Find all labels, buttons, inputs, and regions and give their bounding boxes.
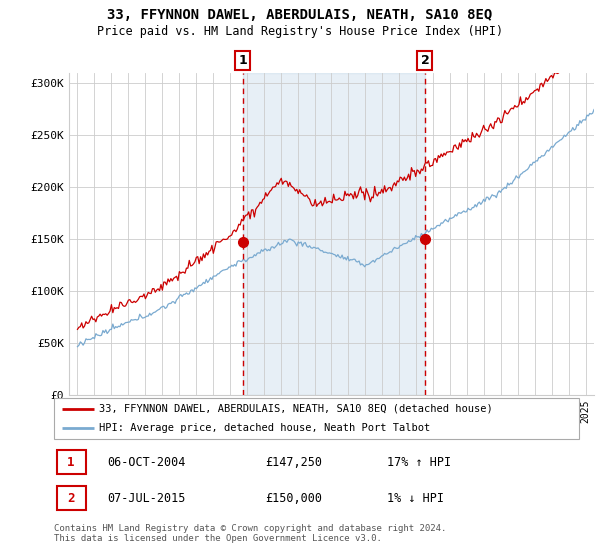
- Text: 33, FFYNNON DAWEL, ABERDULAIS, NEATH, SA10 8EQ: 33, FFYNNON DAWEL, ABERDULAIS, NEATH, SA…: [107, 8, 493, 22]
- FancyBboxPatch shape: [56, 450, 86, 474]
- Text: £147,250: £147,250: [265, 455, 322, 469]
- Text: £150,000: £150,000: [265, 492, 322, 505]
- Text: 07-JUL-2015: 07-JUL-2015: [107, 492, 185, 505]
- Text: 06-OCT-2004: 06-OCT-2004: [107, 455, 185, 469]
- FancyBboxPatch shape: [56, 486, 86, 511]
- FancyBboxPatch shape: [54, 399, 580, 439]
- Text: Contains HM Land Registry data © Crown copyright and database right 2024.
This d: Contains HM Land Registry data © Crown c…: [54, 524, 446, 543]
- Text: 1: 1: [239, 54, 247, 67]
- Text: 33, FFYNNON DAWEL, ABERDULAIS, NEATH, SA10 8EQ (detached house): 33, FFYNNON DAWEL, ABERDULAIS, NEATH, SA…: [99, 404, 493, 414]
- Text: HPI: Average price, detached house, Neath Port Talbot: HPI: Average price, detached house, Neat…: [99, 423, 430, 433]
- Bar: [243, 73, 425, 395]
- Text: 2: 2: [67, 492, 74, 505]
- Text: Price paid vs. HM Land Registry's House Price Index (HPI): Price paid vs. HM Land Registry's House …: [97, 25, 503, 38]
- Text: 2: 2: [421, 54, 430, 67]
- Text: 17% ↑ HPI: 17% ↑ HPI: [386, 455, 451, 469]
- Text: 1: 1: [67, 455, 74, 469]
- Text: 1% ↓ HPI: 1% ↓ HPI: [386, 492, 443, 505]
